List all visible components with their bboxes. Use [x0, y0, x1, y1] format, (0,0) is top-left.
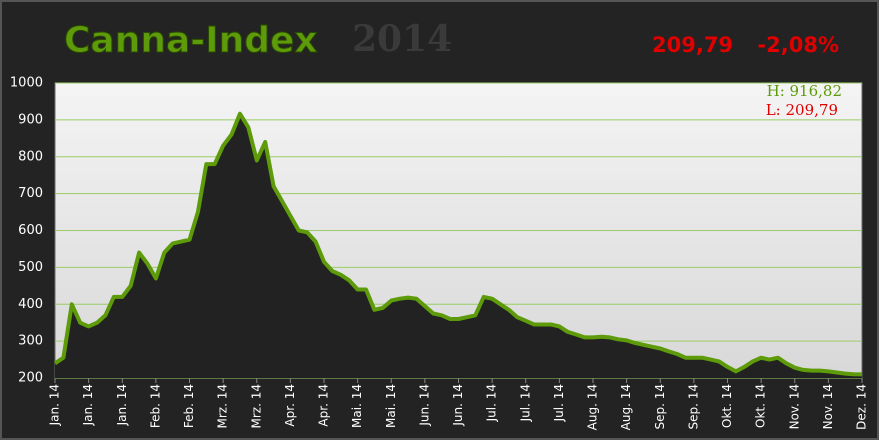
- y-tick-label: 1000: [10, 76, 43, 91]
- x-tick-label: Mrz. 14: [216, 384, 230, 428]
- y-tick-label: 500: [18, 260, 43, 275]
- x-tick-label: Jan. 14: [115, 384, 129, 426]
- x-tick-label: Sep. 14: [686, 384, 700, 430]
- low-label: L: 209,79: [766, 101, 838, 119]
- x-tick-label: Mrz. 14: [249, 384, 263, 428]
- y-tick-label: 300: [18, 334, 43, 349]
- x-tick-label: Feb. 14: [148, 384, 162, 428]
- high-label: H: 916,82: [767, 82, 842, 100]
- x-tick-label: Nov. 14: [787, 384, 801, 429]
- x-tick-label: Aug. 14: [586, 384, 600, 430]
- y-tick-label: 400: [18, 297, 43, 312]
- x-tick-label: Okt. 14: [720, 384, 734, 428]
- x-tick-label: Jul. 14: [485, 384, 499, 422]
- line: [53, 111, 863, 377]
- title-year: 2014: [352, 18, 452, 60]
- x-tick-label: Jan. 14: [48, 384, 62, 426]
- y-tick-label: 900: [18, 112, 43, 127]
- x-tick-label: Feb. 14: [182, 384, 196, 428]
- x-tick-label: Jan. 14: [81, 384, 95, 426]
- x-tick-label: Sep. 14: [653, 384, 667, 430]
- x-tick-label: Dez. 14: [855, 384, 869, 430]
- y-tick-label: 200: [18, 371, 43, 386]
- last-value: 209,79: [652, 33, 733, 57]
- x-tick-label: Apr. 14: [283, 384, 297, 427]
- x-tick-label: Aug. 14: [619, 384, 633, 430]
- x-tick-label: Apr. 14: [317, 384, 331, 427]
- y-tick-label: 800: [18, 149, 43, 164]
- x-tick-label: Jul. 14: [518, 384, 532, 422]
- x-tick-label: Nov. 14: [821, 384, 835, 429]
- y-tick-label: 700: [18, 186, 43, 201]
- change: -2,08%: [757, 33, 839, 57]
- x-tick-label: Jun. 14: [417, 384, 431, 427]
- x-tick-label: Jul. 14: [552, 384, 566, 422]
- chart-title: Canna-Index: [64, 20, 318, 61]
- x-tick-label: Mai. 14: [384, 384, 398, 428]
- area: [55, 113, 862, 378]
- x-tick-label: Okt. 14: [754, 384, 768, 428]
- y-tick-label: 600: [18, 223, 43, 238]
- x-tick-label: Mai. 14: [350, 384, 364, 428]
- x-tick-label: Jun. 14: [451, 384, 465, 427]
